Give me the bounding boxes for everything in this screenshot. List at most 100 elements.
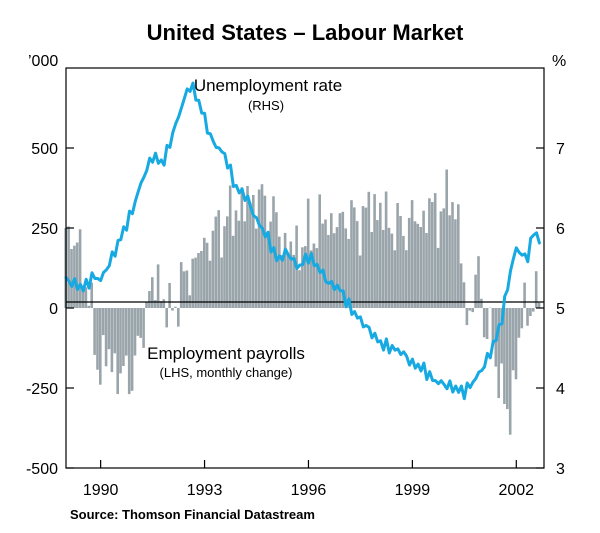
payroll-bar	[439, 211, 443, 308]
plot-frame	[65, 67, 545, 469]
payroll-bar	[73, 245, 76, 308]
payroll-bar	[332, 233, 336, 308]
payroll-bar	[491, 308, 495, 345]
payroll-bar	[254, 228, 258, 308]
payroll-bar	[220, 257, 223, 308]
left-tick-label: 500	[31, 141, 58, 158]
payroll-bar	[96, 308, 99, 370]
payroll-bar	[471, 308, 474, 313]
payroll-bar	[182, 271, 186, 308]
payroll-bar	[142, 308, 145, 348]
payroll-bar	[304, 246, 307, 308]
payroll-bar	[523, 282, 526, 308]
payroll-bar	[283, 232, 287, 308]
payroll-bar	[324, 219, 327, 308]
payroll-bar	[292, 254, 295, 308]
payroll-bar	[119, 308, 122, 374]
payroll-bar	[252, 195, 255, 308]
payroll-bar	[298, 270, 301, 308]
payroll-bar	[266, 235, 270, 308]
payroll-bar	[156, 264, 160, 308]
payroll-bar	[451, 202, 454, 308]
payroll-bar	[301, 247, 304, 308]
x-tick-label: 1999	[395, 482, 431, 499]
payroll-bar	[436, 247, 440, 308]
left-axis-ticks: -500 -250 0 250 500	[26, 141, 74, 478]
payroll-bar	[341, 211, 345, 308]
payroll-bar	[165, 308, 168, 328]
x-tick-label: 2002	[498, 482, 534, 499]
payrolls-axis-note: (LHS, monthly change)	[160, 365, 293, 380]
payroll-bar	[419, 227, 422, 308]
payroll-bar	[243, 221, 246, 308]
payroll-bar	[520, 308, 524, 329]
payroll-bar	[442, 208, 446, 308]
payroll-bar	[249, 202, 252, 308]
payroll-bar	[116, 308, 119, 395]
payroll-bar	[396, 203, 399, 308]
x-tick-label: 1993	[187, 482, 223, 499]
payroll-bar	[364, 207, 368, 308]
payroll-bar	[122, 308, 125, 366]
payroll-bar	[318, 194, 321, 308]
payroll-bar	[457, 204, 460, 308]
payroll-bar	[171, 308, 174, 311]
payroll-bar	[448, 215, 451, 308]
payroll-bar	[422, 210, 425, 308]
payroll-bar	[384, 191, 388, 308]
payroll-bar	[500, 308, 503, 364]
payroll-bar	[428, 198, 431, 308]
payroll-bar	[474, 274, 477, 308]
payroll-bar	[130, 308, 134, 391]
payroll-bar	[393, 250, 397, 308]
payroll-bar	[416, 223, 420, 308]
payroll-bar	[514, 308, 518, 380]
payroll-bar	[93, 308, 96, 355]
payroll-bar	[433, 193, 437, 308]
payroll-bar	[67, 226, 70, 308]
payroll-bar	[445, 169, 448, 308]
payroll-bar	[110, 308, 114, 373]
payroll-bar	[289, 241, 293, 308]
payroll-bar	[78, 229, 82, 308]
payroll-bar	[269, 221, 272, 308]
payroll-bar	[177, 308, 180, 327]
payroll-bar	[205, 242, 209, 308]
payroll-bar	[532, 308, 535, 312]
payroll-bar	[330, 213, 333, 308]
x-tick-label: 1996	[291, 482, 327, 499]
payroll-bar	[197, 253, 200, 308]
payroll-bar	[125, 308, 128, 356]
payroll-bar	[370, 232, 373, 308]
payroll-bar	[211, 230, 215, 308]
payroll-bar	[145, 302, 148, 308]
chart-title: United States – Labour Market	[147, 20, 464, 45]
payroll-bar	[223, 226, 226, 308]
payroll-bar	[99, 308, 102, 385]
payroll-bar	[139, 308, 142, 338]
payroll-bar	[321, 223, 324, 308]
payroll-bar	[179, 262, 183, 308]
right-tick-label: 5	[556, 301, 565, 318]
payroll-bar	[390, 233, 394, 308]
payroll-bar	[402, 235, 405, 308]
left-tick-label: 250	[31, 221, 58, 238]
payroll-bar	[191, 258, 194, 308]
payroll-bar	[208, 260, 212, 308]
payroll-bar	[231, 235, 235, 308]
payroll-bar	[344, 228, 347, 308]
payroll-bar	[203, 237, 206, 308]
left-tick-label: -250	[26, 381, 58, 398]
payroll-bar	[113, 308, 117, 354]
payroll-bar	[399, 216, 402, 308]
payroll-bar	[278, 236, 281, 308]
payroll-bar	[133, 308, 137, 356]
payroll-bar	[387, 227, 391, 308]
left-tick-label: 0	[49, 301, 58, 318]
payroll-bar	[315, 248, 319, 308]
payroll-bar	[367, 191, 371, 308]
payroll-bar	[81, 285, 85, 308]
payroll-bar	[468, 308, 472, 311]
payroll-bar	[327, 235, 330, 308]
x-axis-ticks: 1990 1993 1996 1999 2002	[83, 460, 534, 499]
